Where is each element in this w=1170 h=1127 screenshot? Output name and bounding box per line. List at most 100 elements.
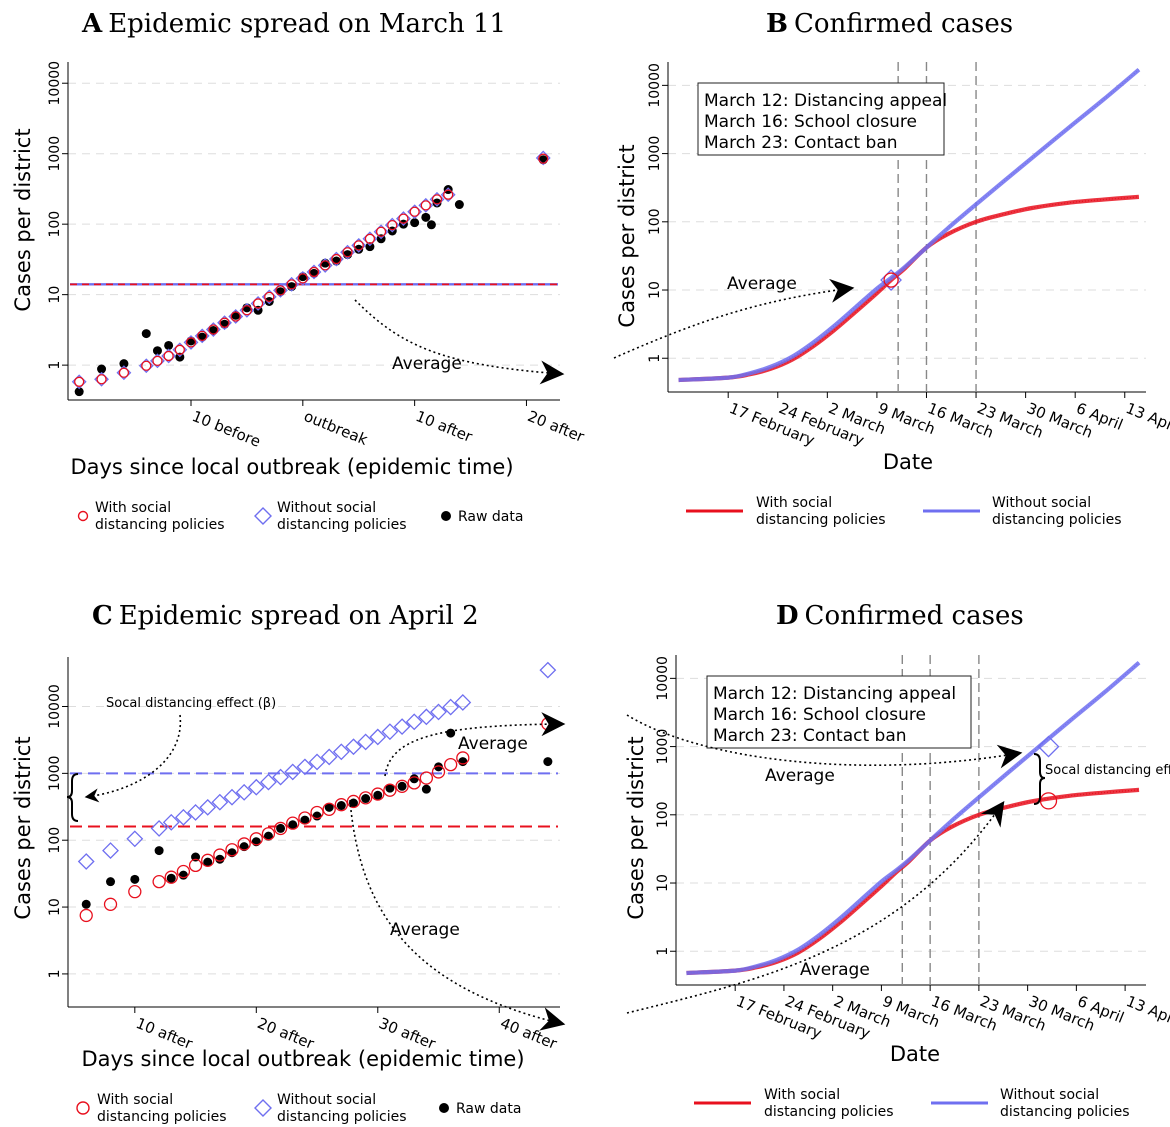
- with-policy-point: [342, 247, 353, 258]
- with-policy-point: [420, 200, 431, 211]
- raw-data-point: [300, 815, 310, 825]
- raw-data-point: [361, 794, 371, 804]
- raw-data-point: [263, 831, 273, 841]
- with-policy-point: [201, 853, 215, 867]
- policy-line-3: March 23: Contact ban: [713, 726, 907, 746]
- with-policy-point: [331, 253, 342, 265]
- with-policy-point: [79, 908, 93, 923]
- with-policy-point: [297, 273, 308, 284]
- panel-a-plot: 1 10 100 1000 10000 10 before outbreak 10 after…: [47, 61, 587, 451]
- average-marker-with: [883, 272, 899, 288]
- raw-data-point: [410, 218, 420, 228]
- with-policy-line: [686, 787, 1140, 976]
- annotation-braces: [66, 753, 1046, 822]
- with-policy-point: [320, 260, 331, 271]
- panel-d-policy-box: March 12: Distancing appeal March 16: Sc…: [706, 675, 972, 749]
- average-marker-with: [1039, 792, 1058, 810]
- without-policy-line-ci: [678, 69, 1140, 381]
- with-policy-point: [407, 776, 421, 790]
- without-policy-point: [296, 758, 314, 776]
- with-policy-point: [275, 285, 286, 296]
- average-marker-without: [1037, 735, 1060, 758]
- with-policy-point: [230, 311, 241, 322]
- with-policy-point: [261, 827, 276, 841]
- with-policy-point: [298, 811, 312, 825]
- raw-data-point: [130, 874, 140, 884]
- legend-without-label-1: Without social: [992, 495, 1091, 511]
- with-policy-point: [431, 194, 443, 205]
- with-policy-point: [286, 816, 300, 830]
- without-policy-point: [332, 743, 350, 761]
- policy-line-1: March 12: Distancing appeal: [704, 91, 947, 111]
- x-tick-label: 10 after: [413, 407, 476, 446]
- with-policy-point: [141, 360, 152, 371]
- panel-c-ylabel: Cases per district: [11, 736, 35, 919]
- legend-raw-label: Raw data: [456, 1101, 521, 1117]
- legend-raw-marker: [441, 511, 451, 521]
- legend-with-marker: [77, 510, 89, 522]
- raw-data-point: [426, 220, 436, 230]
- panel-d-xlabel: Date: [890, 1042, 940, 1066]
- with-policy-line-ci: [686, 789, 1140, 974]
- raw-data-point: [154, 846, 164, 856]
- legend-without-label-2: distancing policies: [277, 517, 407, 533]
- y-tick-label: 100: [47, 827, 63, 854]
- with-policy-point: [74, 376, 85, 387]
- legend-without-label-2: distancing policies: [992, 512, 1122, 528]
- y-tick-label: 1000: [647, 136, 663, 172]
- with-policy-point: [456, 751, 470, 765]
- without-policy-point: [535, 150, 551, 166]
- x-tick-label: 20 after: [525, 407, 588, 446]
- with-policy-point: [375, 226, 387, 237]
- with-policy-point: [322, 802, 336, 816]
- x-tick-label: outbreak: [301, 407, 370, 449]
- with-policy-point: [419, 771, 434, 785]
- legend-with-label-2: distancing policies: [97, 1109, 227, 1125]
- legend-panel-d: With social distancing policies Without …: [694, 1087, 1130, 1120]
- legend-without-label-1: Without social: [277, 1092, 376, 1108]
- y-tick-label: 10: [655, 874, 671, 892]
- legend-with-label-2: distancing policies: [756, 512, 886, 528]
- with-policy-point: [185, 337, 197, 348]
- raw-data-point: [178, 870, 188, 880]
- without-policy-point: [174, 808, 192, 826]
- without-policy-point: [308, 753, 326, 771]
- with-policy-point: [398, 213, 409, 224]
- without-policy-point: [223, 788, 241, 806]
- with-policy-point: [197, 330, 208, 342]
- panel-c-average-arrow-bottom: [349, 799, 566, 1031]
- panel-b-xlabel: Date: [883, 450, 933, 474]
- legend-with-label-1: With social: [97, 1092, 173, 1108]
- y-tick-label: 10: [47, 286, 63, 304]
- legend-with-label-1: With social: [95, 500, 171, 516]
- with-policy-point: [237, 837, 251, 851]
- raw-data-point: [324, 802, 334, 812]
- raw-data-point: [208, 325, 218, 335]
- y-tick-label: 10: [47, 898, 63, 916]
- with-policy-point: [358, 791, 373, 805]
- panel-c-average-label-2: Average: [390, 920, 460, 940]
- with-policy-point: [152, 355, 163, 366]
- panel-a-ylabel: Cases per district: [11, 128, 35, 311]
- x-tick-label: 10 before: [190, 407, 264, 451]
- raw-data-point: [74, 387, 84, 397]
- y-tick-label: 10000: [47, 61, 63, 106]
- panel-a-title: A Epidemic spread on March 11: [81, 9, 506, 39]
- panel-c-effect-arrow: [84, 714, 182, 803]
- y-tick-label: 1: [647, 354, 663, 363]
- with-policy-point: [241, 305, 253, 316]
- panel-b-title-text: Confirmed cases: [794, 9, 1013, 39]
- legend-without-label-2: distancing policies: [277, 1109, 407, 1125]
- without-policy-point: [369, 728, 387, 746]
- x-tick-label: 13 April: [1124, 992, 1170, 1030]
- raw-data-point: [97, 364, 107, 374]
- panel-b-ylabel: Cases per district: [615, 144, 639, 327]
- raw-data-point: [454, 200, 464, 210]
- legend-panel-a: With social distancing policies Without …: [77, 500, 523, 533]
- panel-d-average-arrow-top: [626, 714, 1023, 769]
- without-policy-point: [102, 842, 119, 859]
- with-policy-point: [128, 885, 142, 899]
- legend-panel-b: With social distancing policies Without …: [686, 495, 1122, 528]
- with-policy-point: [443, 189, 454, 200]
